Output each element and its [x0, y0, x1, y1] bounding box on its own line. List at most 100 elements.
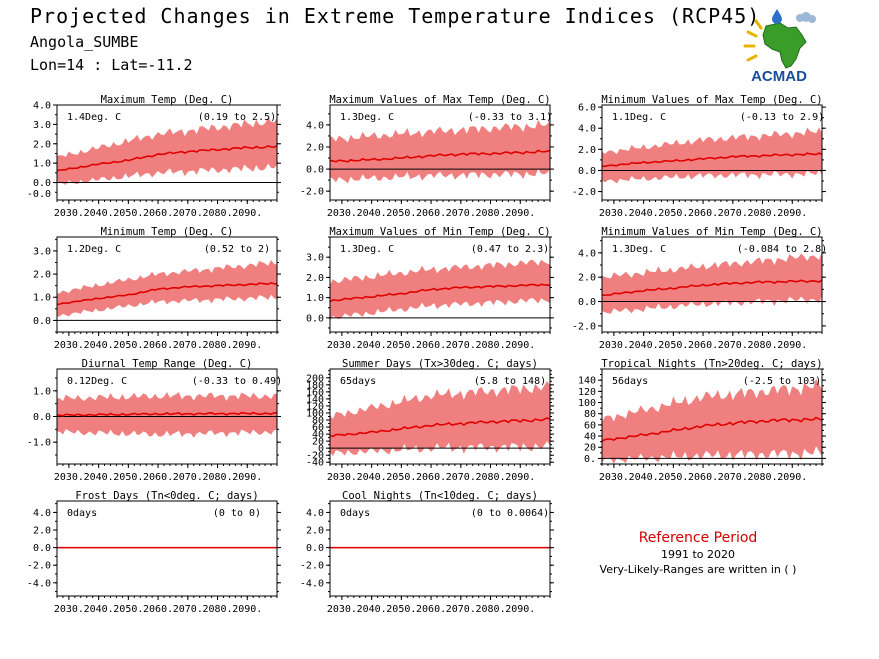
x-tick-label: 2050.	[386, 208, 416, 219]
y-tick-label: 1.0	[33, 293, 51, 304]
median-line	[330, 283, 550, 303]
plot-frame	[329, 104, 551, 201]
y-tick-label: 0.0	[33, 178, 51, 189]
y-tick-label: 4.0	[578, 124, 596, 135]
y-tick-label: 2.0	[578, 273, 596, 284]
y-tick-label: -40	[306, 458, 324, 469]
y-tick-label: 20	[584, 443, 596, 454]
x-tick-label: 2080.	[475, 604, 505, 615]
mean-change-label: 1.3Deg. C	[340, 244, 394, 255]
x-tick-label: 2030.	[54, 208, 84, 219]
chart-marks	[602, 251, 822, 314]
x-tick-label: 2060.	[688, 340, 718, 351]
y-tick-label: 180	[306, 380, 324, 391]
likely-range-label: (0.19 to 2.5)	[198, 112, 276, 123]
acmad-logo-graphic: ACMAD	[743, 9, 816, 85]
x-tick-label: 2040.	[84, 208, 114, 219]
x-tick-label: 2030.	[599, 340, 629, 351]
y-tick-label: 120	[578, 387, 596, 398]
page-title: Projected Changes in Extreme Temperature…	[30, 4, 761, 28]
x-tick-label: 2060.	[143, 208, 173, 219]
median-line	[330, 417, 550, 438]
y-tick-label: 4.0	[33, 101, 51, 112]
mean-change-label: 0.12Deg. C	[67, 376, 127, 387]
y-tick-label: -4.0	[27, 578, 51, 589]
x-tick-label: 2060.	[688, 472, 718, 483]
y-tick-label: 2.0	[33, 526, 51, 537]
y-tick-label: 0	[318, 444, 324, 455]
x-tick-label: 2080.	[202, 604, 232, 615]
y-tick-label: 2.0	[306, 273, 324, 284]
x-tick-label: 2080.	[202, 472, 232, 483]
x-tick-label: 2070.	[446, 208, 476, 219]
y-tick-label: 80	[312, 416, 324, 427]
x-tick-label: 2050.	[658, 340, 688, 351]
mean-change-label: 1.3Deg. C	[340, 112, 394, 123]
y-tick-label: 0.0	[33, 316, 51, 327]
y-tick-label: -2.0	[572, 321, 596, 332]
chart-panel: -2.0 0.0 2.0 4.0 6.0 2030. 2040. 2050. 2060. 2070…	[572, 94, 826, 219]
plot-frame	[601, 236, 823, 333]
x-tick-label: 2070.	[173, 340, 203, 351]
median-line	[602, 416, 822, 442]
x-tick-label: 2050.	[386, 604, 416, 615]
x-tick-label: 2040.	[629, 340, 659, 351]
median-line	[602, 152, 822, 168]
x-tick-label: 2030.	[54, 340, 84, 351]
y-tick-label: 0.	[584, 454, 596, 465]
y-tick-label: 2.0	[306, 142, 324, 153]
y-tick-label: 60	[312, 423, 324, 434]
y-tick-label: 0.0	[306, 543, 324, 554]
chart-marks	[602, 378, 822, 464]
x-tick-label: 2040.	[357, 472, 387, 483]
x-tick-label: 2040.	[84, 472, 114, 483]
chart-title: Summer Days (Tx>30deg. C; days)	[342, 358, 538, 370]
x-tick-label: 2060.	[416, 604, 446, 615]
x-tick-label: 2050.	[658, 472, 688, 483]
sun-rays-icon	[743, 19, 763, 62]
y-tick-label: 200	[306, 373, 324, 384]
chart-marks	[330, 119, 550, 184]
x-tick-label: 2090.	[232, 340, 262, 351]
chart-title: Minimum Values of Max Temp (Deg. C)	[601, 94, 822, 106]
x-tick-label: 2060.	[416, 208, 446, 219]
x-tick-label: 2070.	[173, 208, 203, 219]
y-tick-label: 4.0	[33, 508, 51, 519]
median-line	[57, 411, 277, 417]
chart-title: Frost Days (Tn<0deg. C; days)	[75, 490, 258, 502]
x-tick-label: 2070.	[718, 208, 748, 219]
chart-title: Minimum Temp (Deg. C)	[101, 226, 234, 238]
location-label: Angola_SUMBE	[30, 33, 139, 51]
x-tick-label: 2040.	[629, 472, 659, 483]
chart-panel: 0.0 1.0 2.0 3.0 2030. 2040. 2050. 2060. 2070. 208…	[306, 226, 554, 351]
plot-frame	[56, 104, 278, 201]
mean-change-label: 1.4Deg. C	[67, 112, 121, 123]
median-line	[57, 145, 277, 172]
range-band	[602, 378, 822, 464]
range-band	[330, 259, 550, 321]
logo-text: ACMAD	[751, 68, 807, 84]
y-tick-label: 4.0	[578, 248, 596, 259]
y-tick-label: 140	[306, 394, 324, 405]
y-tick-label: 40	[312, 430, 324, 441]
chart-title: Tropical Nights (Tn>20deg. C; days)	[601, 358, 822, 370]
x-tick-label: 2090.	[505, 604, 535, 615]
acmad-logo: ACMAD	[736, 6, 822, 85]
likely-range-label: (0.52 to 2)	[204, 244, 270, 255]
y-tick-label: 100	[578, 398, 596, 409]
y-tick-label: 20	[312, 437, 324, 448]
chart-title: Maximum Values of Min Temp (Deg. C)	[329, 226, 550, 238]
x-tick-label: 2060.	[416, 472, 446, 483]
likely-range-label: (-0.33 to 0.49)	[192, 376, 282, 387]
chart-marks	[602, 127, 822, 184]
x-tick-label: 2030.	[54, 604, 84, 615]
x-tick-label: 2090.	[232, 472, 262, 483]
y-tick-label: 60	[584, 420, 596, 431]
x-tick-label: 2090.	[232, 604, 262, 615]
y-tick-label: 100	[306, 408, 324, 419]
x-tick-label: 2070.	[446, 604, 476, 615]
x-tick-label: 2080.	[202, 208, 232, 219]
